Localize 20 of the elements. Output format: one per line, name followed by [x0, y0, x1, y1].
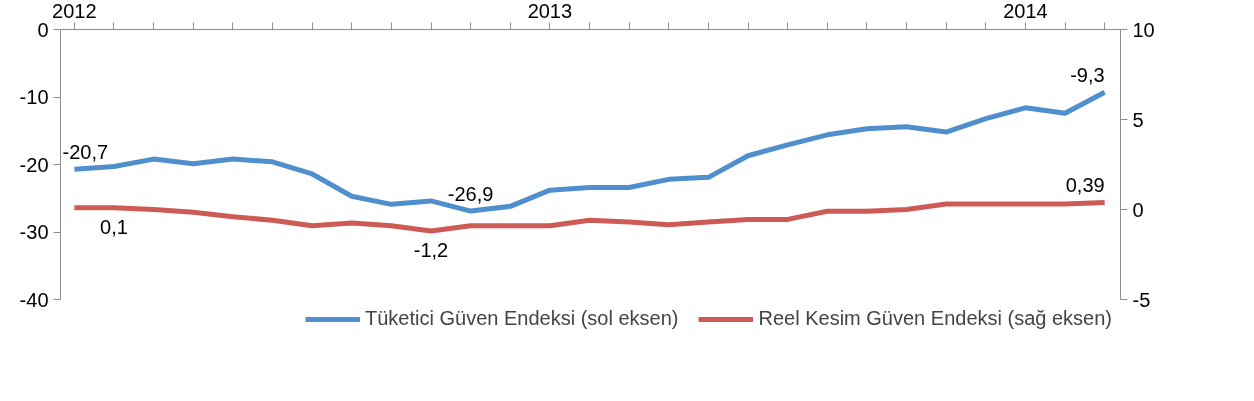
- y2-tick-label: 5: [1132, 108, 1144, 131]
- y-tick-label: -30: [19, 221, 49, 243]
- x-tick-label: 2013: [527, 0, 573, 22]
- data-label: 0,1: [100, 215, 128, 238]
- y-tick-label: 0: [37, 18, 49, 41]
- data-label: -1,2: [413, 239, 449, 262]
- y-tick-label: -20: [19, 153, 49, 176]
- y2-tick-label: 0: [1132, 198, 1144, 221]
- data-label: -26,9: [447, 183, 494, 206]
- y-tick-label: -10: [19, 86, 49, 108]
- y-tick-label: -40: [19, 288, 49, 311]
- y2-tick-label: 10: [1132, 18, 1155, 41]
- x-tick-label: 2014: [1003, 0, 1048, 22]
- data-label: 0,39: [1065, 174, 1105, 197]
- y2-tick-label: -5: [1132, 288, 1151, 311]
- legend-label: Reel Kesim Güven Endeksi (sağ eksen): [758, 307, 1112, 330]
- legend-label: Tüketici Güven Endeksi (sol eksen): [365, 307, 679, 330]
- data-label: -20,7: [62, 141, 109, 164]
- x-tick-label: 2012: [52, 0, 97, 22]
- data-label: -9,3: [1070, 64, 1105, 87]
